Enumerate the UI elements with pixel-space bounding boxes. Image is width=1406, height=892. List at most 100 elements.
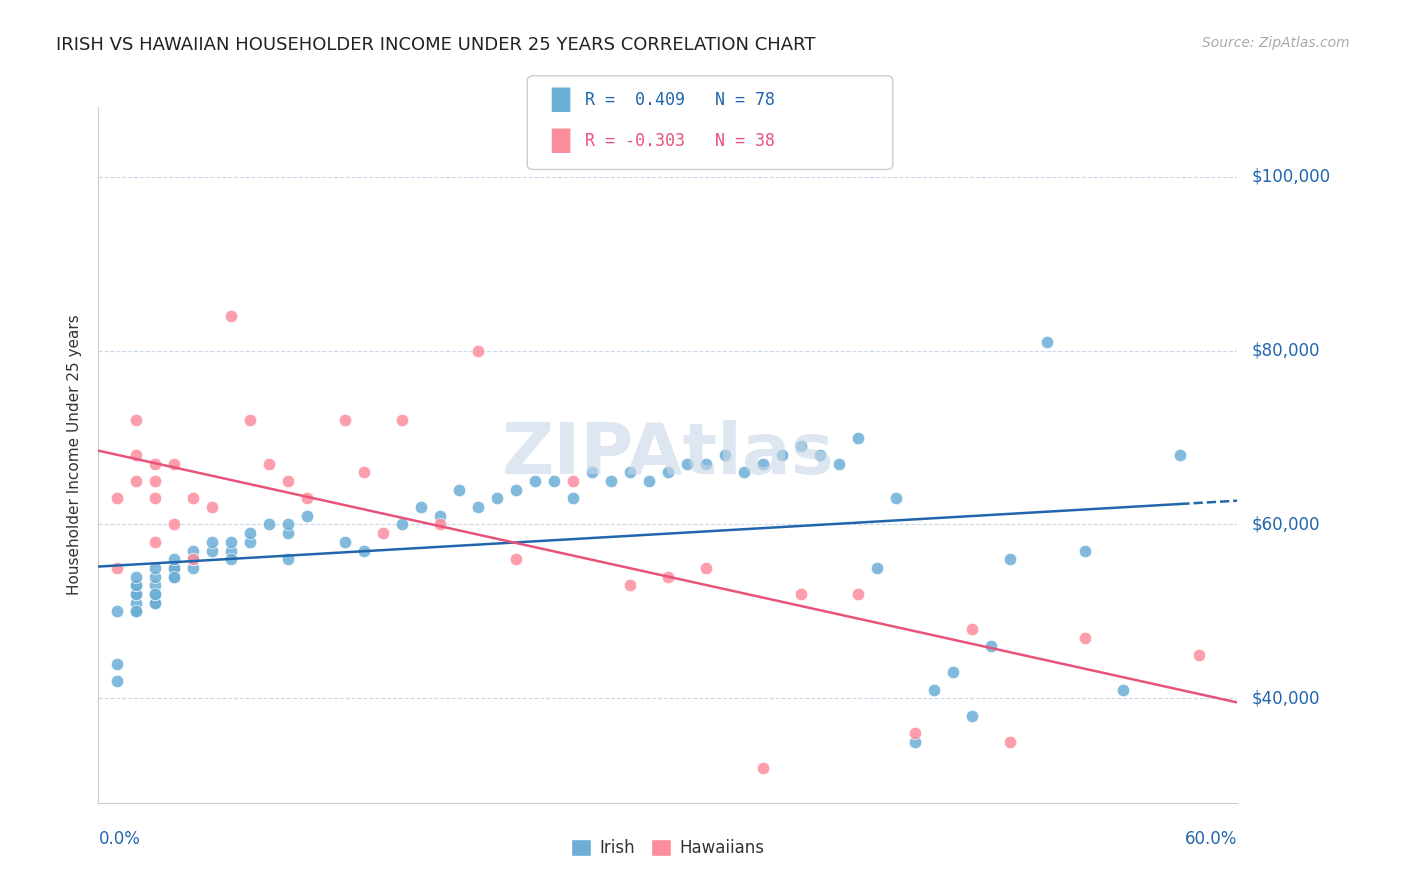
- Point: [790, 439, 813, 453]
- Point: [467, 343, 489, 358]
- Point: [125, 413, 148, 427]
- Point: [695, 457, 717, 471]
- Point: [486, 491, 509, 506]
- Text: ZIPAtlas: ZIPAtlas: [502, 420, 834, 490]
- Y-axis label: Householder Income Under 25 years: Householder Income Under 25 years: [67, 315, 83, 595]
- Point: [562, 474, 585, 488]
- Point: [695, 561, 717, 575]
- Point: [239, 534, 262, 549]
- Point: [277, 474, 299, 488]
- Point: [145, 561, 167, 575]
- Point: [581, 466, 603, 480]
- Text: Source: ZipAtlas.com: Source: ZipAtlas.com: [1202, 36, 1350, 50]
- Point: [125, 578, 148, 592]
- Point: [714, 448, 737, 462]
- Point: [922, 682, 945, 697]
- Text: $40,000: $40,000: [1251, 690, 1320, 707]
- Text: $100,000: $100,000: [1251, 168, 1330, 186]
- Point: [125, 570, 148, 584]
- Text: █: █: [551, 128, 569, 153]
- Text: 60.0%: 60.0%: [1185, 830, 1237, 847]
- Point: [277, 517, 299, 532]
- Point: [145, 596, 167, 610]
- Point: [638, 474, 661, 488]
- Point: [145, 457, 167, 471]
- Point: [600, 474, 623, 488]
- Point: [107, 605, 129, 619]
- Point: [125, 605, 148, 619]
- Point: [657, 466, 679, 480]
- Point: [543, 474, 565, 488]
- Point: [942, 665, 965, 680]
- Point: [259, 457, 281, 471]
- Point: [429, 508, 451, 523]
- Point: [107, 674, 129, 689]
- Point: [145, 587, 167, 601]
- Point: [125, 474, 148, 488]
- Point: [125, 578, 148, 592]
- Point: [733, 466, 755, 480]
- Point: [125, 448, 148, 462]
- Point: [676, 457, 699, 471]
- Point: [145, 596, 167, 610]
- Point: [411, 500, 433, 514]
- Point: [752, 761, 775, 775]
- Text: R =  0.409   N = 78: R = 0.409 N = 78: [585, 91, 775, 109]
- Point: [866, 561, 889, 575]
- Text: $60,000: $60,000: [1251, 516, 1320, 533]
- Point: [1170, 448, 1192, 462]
- Point: [183, 552, 205, 566]
- Point: [353, 543, 375, 558]
- Point: [277, 552, 299, 566]
- Point: [125, 587, 148, 601]
- Point: [297, 508, 319, 523]
- Point: [524, 474, 547, 488]
- Point: [183, 552, 205, 566]
- Point: [960, 622, 983, 636]
- Point: [846, 587, 869, 601]
- Point: [163, 552, 186, 566]
- Text: $80,000: $80,000: [1251, 342, 1320, 359]
- Point: [201, 543, 224, 558]
- Point: [125, 587, 148, 601]
- Point: [277, 526, 299, 541]
- Point: [221, 552, 243, 566]
- Point: [183, 552, 205, 566]
- Point: [335, 413, 357, 427]
- Point: [107, 561, 129, 575]
- Point: [1112, 682, 1135, 697]
- Point: [145, 570, 167, 584]
- Point: [391, 517, 413, 532]
- Point: [145, 587, 167, 601]
- Point: [505, 552, 527, 566]
- Point: [163, 561, 186, 575]
- Point: [505, 483, 527, 497]
- Point: [467, 500, 489, 514]
- Point: [752, 457, 775, 471]
- Text: █: █: [551, 87, 569, 112]
- Point: [125, 605, 148, 619]
- Point: [335, 534, 357, 549]
- Point: [790, 587, 813, 601]
- Point: [998, 735, 1021, 749]
- Point: [239, 526, 262, 541]
- Point: [904, 726, 927, 740]
- Point: [619, 578, 641, 592]
- Point: [562, 491, 585, 506]
- Point: [221, 543, 243, 558]
- Point: [183, 561, 205, 575]
- Point: [297, 491, 319, 506]
- Point: [979, 639, 1001, 653]
- Point: [221, 534, 243, 549]
- Point: [1074, 543, 1097, 558]
- Point: [770, 448, 793, 462]
- Point: [884, 491, 907, 506]
- Legend: Irish, Hawaiians: Irish, Hawaiians: [564, 832, 772, 864]
- Point: [145, 578, 167, 592]
- Point: [1074, 631, 1097, 645]
- Point: [846, 431, 869, 445]
- Point: [619, 466, 641, 480]
- Point: [449, 483, 471, 497]
- Point: [391, 413, 413, 427]
- Point: [163, 457, 186, 471]
